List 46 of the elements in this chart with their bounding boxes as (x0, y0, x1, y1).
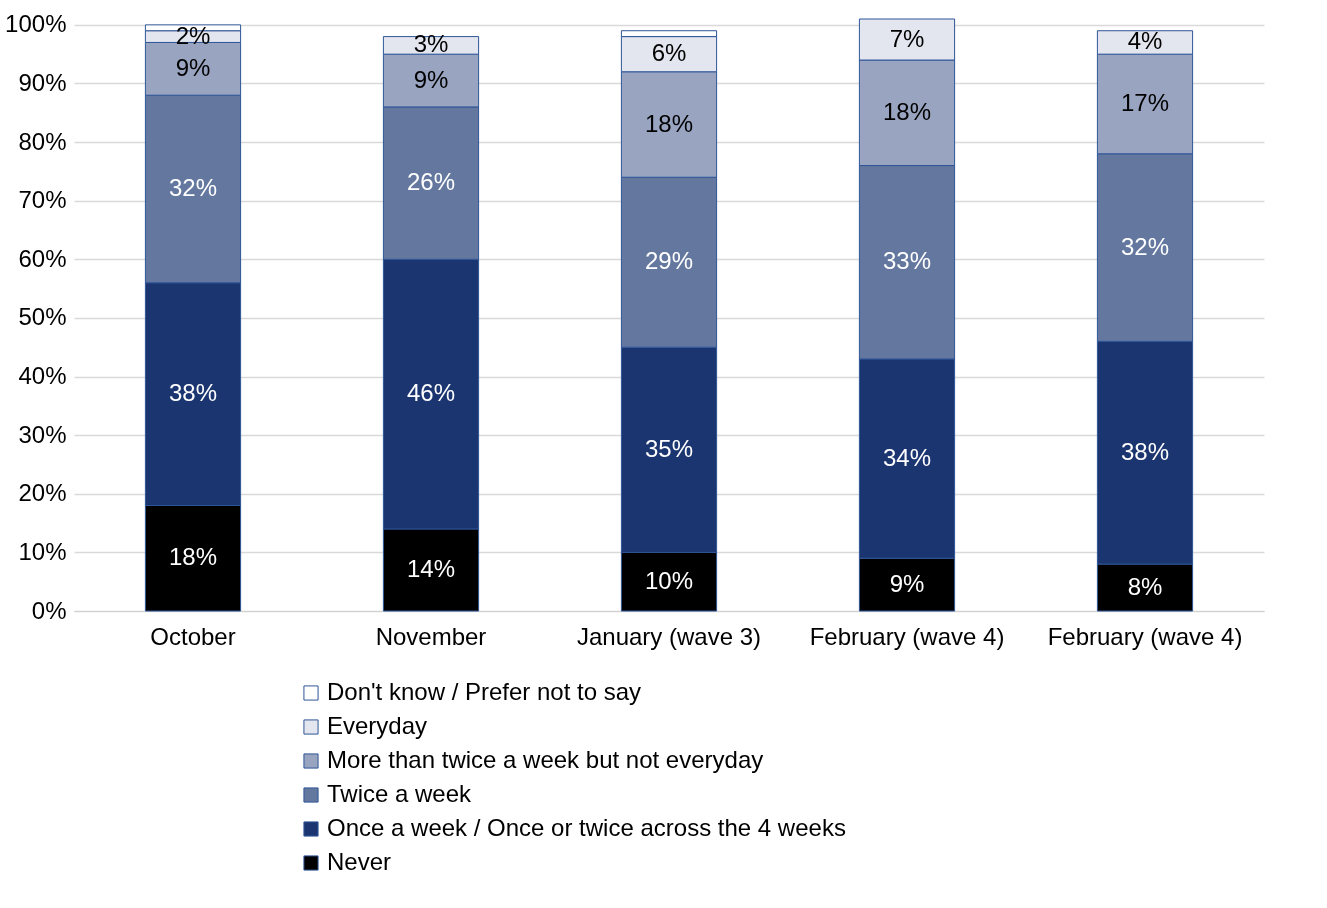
data-label: 29% (644, 247, 694, 275)
data-label: 32% (1120, 232, 1170, 260)
x-tick-label: February (wave 4) (809, 622, 1005, 650)
legend-label: Don't know / Prefer not to say (327, 678, 642, 705)
y-tick-label: 10% (18, 537, 67, 565)
y-tick-label: 20% (18, 479, 67, 507)
data-label: 26% (406, 168, 456, 196)
y-tick-label: 70% (18, 186, 67, 214)
data-label: 34% (882, 443, 932, 471)
data-label: 10% (644, 566, 694, 594)
y-tick-label: 40% (18, 362, 67, 390)
y-tick-label: 90% (18, 68, 67, 96)
y-tick-label: 30% (18, 420, 67, 448)
y-tick-label: 0% (31, 596, 67, 624)
legend-label: Twice a week (327, 780, 473, 807)
x-tick-label: January (wave 3) (576, 622, 762, 650)
data-label: 18% (644, 109, 694, 137)
data-label: 9% (175, 53, 211, 81)
legend-label: Everyday (327, 712, 428, 739)
y-tick-label: 80% (18, 127, 67, 155)
y-tick-label: 60% (18, 244, 67, 272)
y-tick-label: 100% (5, 10, 67, 38)
legend-label: More than twice a week but not everyday (327, 746, 764, 773)
data-label: 18% (882, 97, 932, 125)
data-label: 18% (168, 543, 218, 571)
data-label: 32% (168, 173, 218, 201)
data-label: 9% (889, 569, 925, 597)
legend-label: Once a week / Once or twice across the 4 weeks (327, 814, 846, 841)
data-label: 14% (406, 554, 456, 582)
data-label: 7% (889, 24, 925, 52)
data-label: 33% (882, 247, 932, 275)
data-label: 38% (1120, 437, 1170, 465)
data-label: 46% (406, 379, 456, 407)
x-tick-label: November (375, 622, 487, 650)
x-tick-label: February (wave 4) (1047, 622, 1243, 650)
legend-label: Never (327, 848, 392, 875)
data-label: 4% (1127, 27, 1163, 55)
data-label: 35% (644, 434, 694, 462)
data-label: 17% (1120, 88, 1170, 116)
data-label: 6% (651, 39, 687, 67)
y-tick-label: 50% (18, 303, 67, 331)
data-label: 38% (168, 379, 218, 407)
data-label: 8% (1127, 572, 1163, 600)
x-tick-label: October (150, 622, 236, 650)
data-label: 3% (413, 30, 449, 58)
data-label: 9% (413, 65, 449, 93)
